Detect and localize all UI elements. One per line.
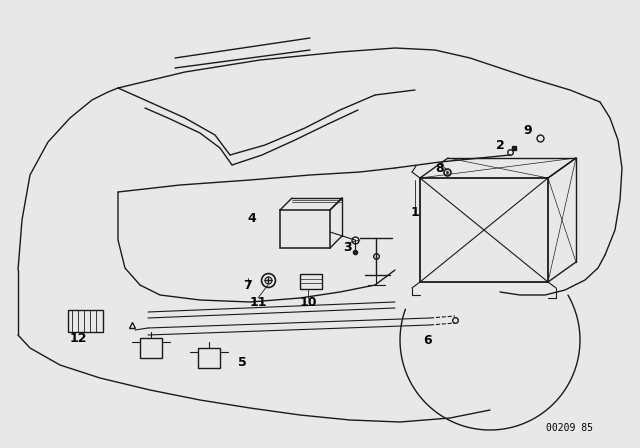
Text: 1: 1 (411, 206, 419, 219)
Text: 00209 85: 00209 85 (547, 423, 593, 433)
Text: 6: 6 (424, 333, 432, 346)
Text: 2: 2 (495, 138, 504, 151)
Bar (140, 338, 162, 358)
Text: 4: 4 (248, 211, 257, 224)
Bar (68, 310, 103, 332)
Text: 7: 7 (244, 279, 252, 292)
Text: 9: 9 (524, 124, 532, 137)
Text: 3: 3 (344, 241, 352, 254)
Text: 12: 12 (69, 332, 87, 345)
Bar (198, 348, 220, 368)
Text: 10: 10 (300, 296, 317, 309)
Text: 5: 5 (237, 356, 246, 369)
Text: 11: 11 (249, 296, 267, 309)
Bar (300, 274, 322, 289)
Text: 8: 8 (436, 161, 444, 175)
